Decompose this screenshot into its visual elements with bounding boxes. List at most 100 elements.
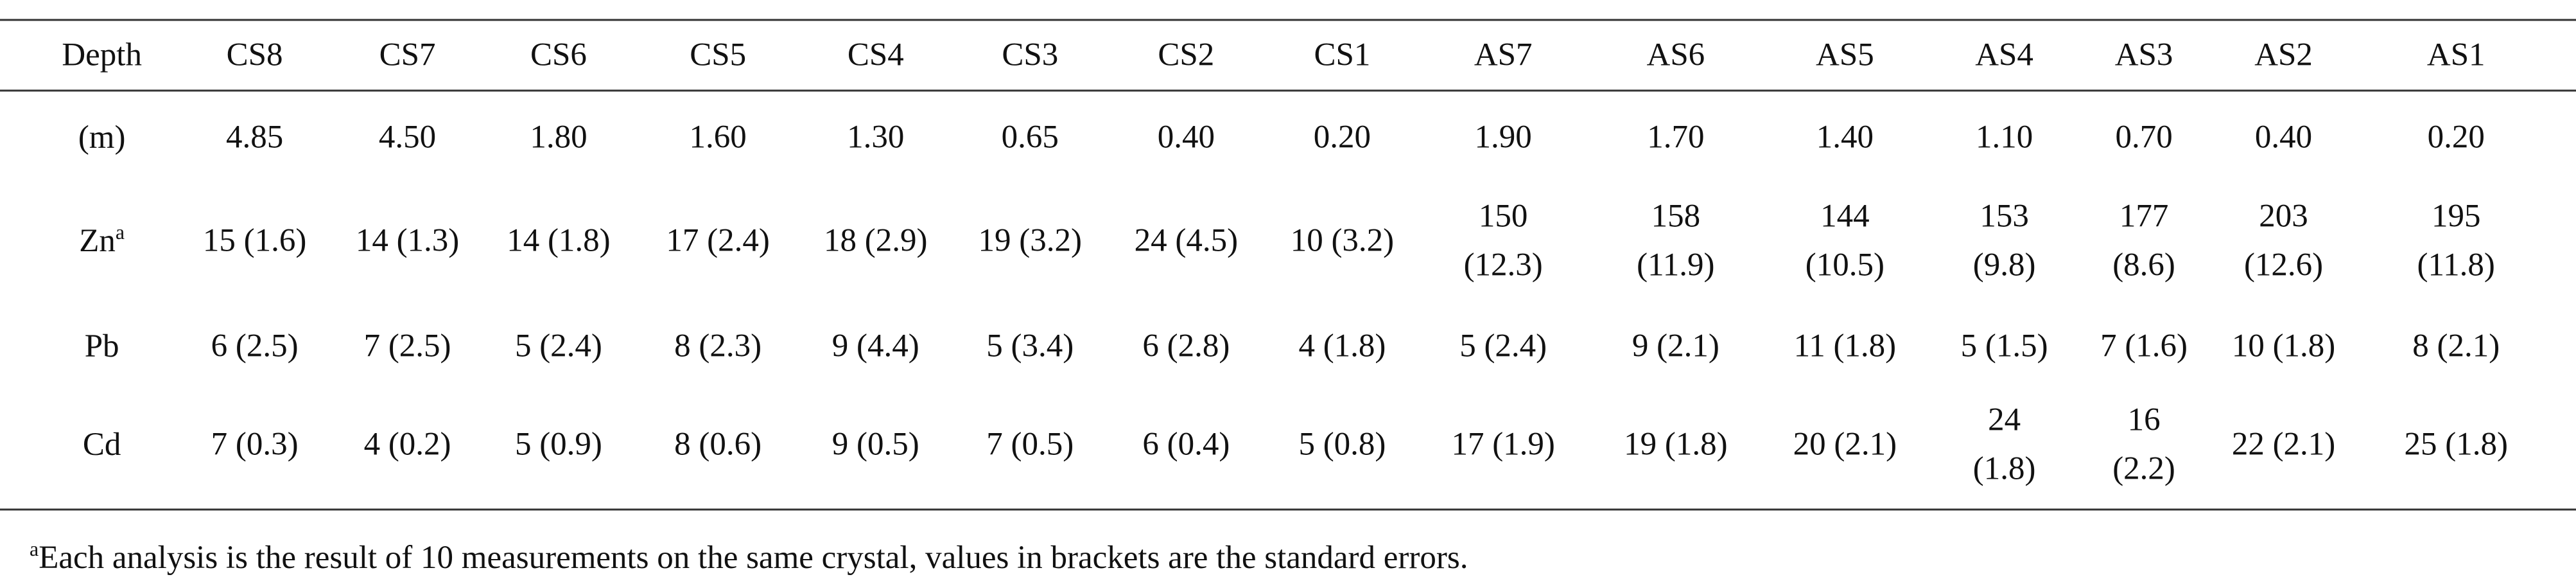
cell-line: (12.3) <box>1464 247 1543 283</box>
cell: 0.70 <box>2115 120 2172 155</box>
cell: 5 (0.8) <box>1298 427 1386 463</box>
row-label-text: Zn <box>79 223 116 259</box>
cell: 9 (2.1) <box>1632 328 1719 364</box>
cell-line: 153 <box>1980 199 2029 235</box>
header-cell: CS3 <box>1002 37 1058 73</box>
cell: 6 (2.5) <box>211 328 299 364</box>
header-cell: Depth <box>62 37 142 73</box>
cell-line: 24 <box>1988 402 2021 438</box>
cell: 10 (3.2) <box>1291 223 1394 259</box>
cell-line: 177 <box>2119 199 2169 235</box>
cell-line: 158 <box>1651 199 1701 235</box>
cell: 1.90 <box>1475 120 1532 155</box>
cell: 14 (1.3) <box>356 223 459 259</box>
cell-line: (2.2) <box>2112 451 2175 487</box>
header-cell: AS2 <box>2254 37 2313 73</box>
cell: 5 (0.9) <box>515 427 602 463</box>
cell-line: (11.9) <box>1637 247 1714 283</box>
cell: 5 (1.5) <box>1961 328 2048 364</box>
header-cell: CS6 <box>530 37 587 73</box>
cell: 1.30 <box>847 120 904 155</box>
cell-line: (1.8) <box>1973 451 2036 487</box>
row-label: (m) <box>78 120 126 155</box>
cell: 9 (4.4) <box>832 328 919 364</box>
cell: 4 (1.8) <box>1298 328 1386 364</box>
cell: 1.40 <box>1816 120 1874 155</box>
cell: 4 (0.2) <box>364 427 451 463</box>
row-label-text: Cd <box>83 427 121 463</box>
cell: 5 (2.4) <box>1459 328 1547 364</box>
header-cell: AS1 <box>2427 37 2485 73</box>
cell: 7 (2.5) <box>364 328 451 364</box>
cell: 19 (1.8) <box>1624 427 1727 463</box>
footnote-mark: a <box>30 537 39 560</box>
cell: 5 (2.4) <box>515 328 602 364</box>
cell: 4.85 <box>226 120 283 155</box>
cell: 11 (1.8) <box>1794 328 1897 364</box>
cell: 0.20 <box>1314 120 1371 155</box>
cell: 25 (1.8) <box>2404 427 2507 463</box>
header-cell: AS6 <box>1646 37 1705 73</box>
cell: 9 (0.5) <box>832 427 919 463</box>
cell: 7 (0.5) <box>986 427 1074 463</box>
cell: 0.65 <box>1002 120 1059 155</box>
cell-line: (9.8) <box>1973 247 2036 283</box>
cell: 10 (1.8) <box>2232 328 2335 364</box>
cell: 22 (2.1) <box>2232 427 2335 463</box>
cell-line: (12.6) <box>2244 247 2323 283</box>
cell-line: 203 <box>2259 199 2308 235</box>
cell: 8 (2.3) <box>674 328 761 364</box>
row-label: Cd <box>83 427 121 463</box>
row-label-text: (m) <box>78 120 126 155</box>
cell: 24 (4.5) <box>1135 223 1238 259</box>
cell-line: (11.8) <box>2417 247 2495 283</box>
cell: 1.60 <box>690 120 747 155</box>
header-cell: AS4 <box>1975 37 2033 73</box>
cell: 6 (0.4) <box>1142 427 1230 463</box>
row-label-sup: a <box>116 220 125 244</box>
header-cell: CS5 <box>690 37 746 73</box>
cell: 4.50 <box>379 120 436 155</box>
cell: 6 (2.8) <box>1142 328 1230 364</box>
cell: 0.40 <box>1158 120 1215 155</box>
header-cell: AS5 <box>1816 37 1874 73</box>
cell: 8 (0.6) <box>674 427 761 463</box>
footnote: aEach analysis is the result of 10 measu… <box>30 537 1468 575</box>
row-label: Pb <box>85 328 119 364</box>
cell: 18 (2.9) <box>824 223 927 259</box>
cell-line: (8.6) <box>2112 247 2175 283</box>
cell: 7 (0.3) <box>211 427 299 463</box>
cell: 15 (1.6) <box>203 223 306 259</box>
header-cell: CS7 <box>379 37 436 73</box>
cell: 1.10 <box>1976 120 2033 155</box>
cell: 17 (1.9) <box>1451 427 1554 463</box>
cell: 0.20 <box>2428 120 2485 155</box>
header-cell: CS8 <box>227 37 283 73</box>
cell: 8 (2.1) <box>2412 328 2500 364</box>
cell-line: 144 <box>1820 199 1870 235</box>
cell: 1.70 <box>1647 120 1704 155</box>
cell-line: 195 <box>2432 199 2481 235</box>
header-cell: AS3 <box>2115 37 2173 73</box>
cell-line: (10.5) <box>1806 247 1884 283</box>
cell: 17 (2.4) <box>666 223 769 259</box>
cell-line: 16 <box>2128 402 2161 438</box>
cell-line: 150 <box>1479 199 1528 235</box>
cell: 0.40 <box>2255 120 2312 155</box>
cell: 14 (1.8) <box>507 223 610 259</box>
row-label: Zna <box>79 220 125 258</box>
cell: 19 (3.2) <box>979 223 1082 259</box>
header-cell: AS7 <box>1474 37 1533 73</box>
footnote-text: Each analysis is the result of 10 measur… <box>39 540 1468 576</box>
row-label-text: Pb <box>85 328 119 364</box>
cell: 5 (3.4) <box>986 328 1074 364</box>
header-cell: CS4 <box>848 37 904 73</box>
cell: 1.80 <box>530 120 587 155</box>
cell: 20 (2.1) <box>1793 427 1897 463</box>
header-cell: CS2 <box>1158 37 1214 73</box>
header-cell: CS1 <box>1314 37 1370 73</box>
cell: 7 (1.6) <box>2100 328 2188 364</box>
